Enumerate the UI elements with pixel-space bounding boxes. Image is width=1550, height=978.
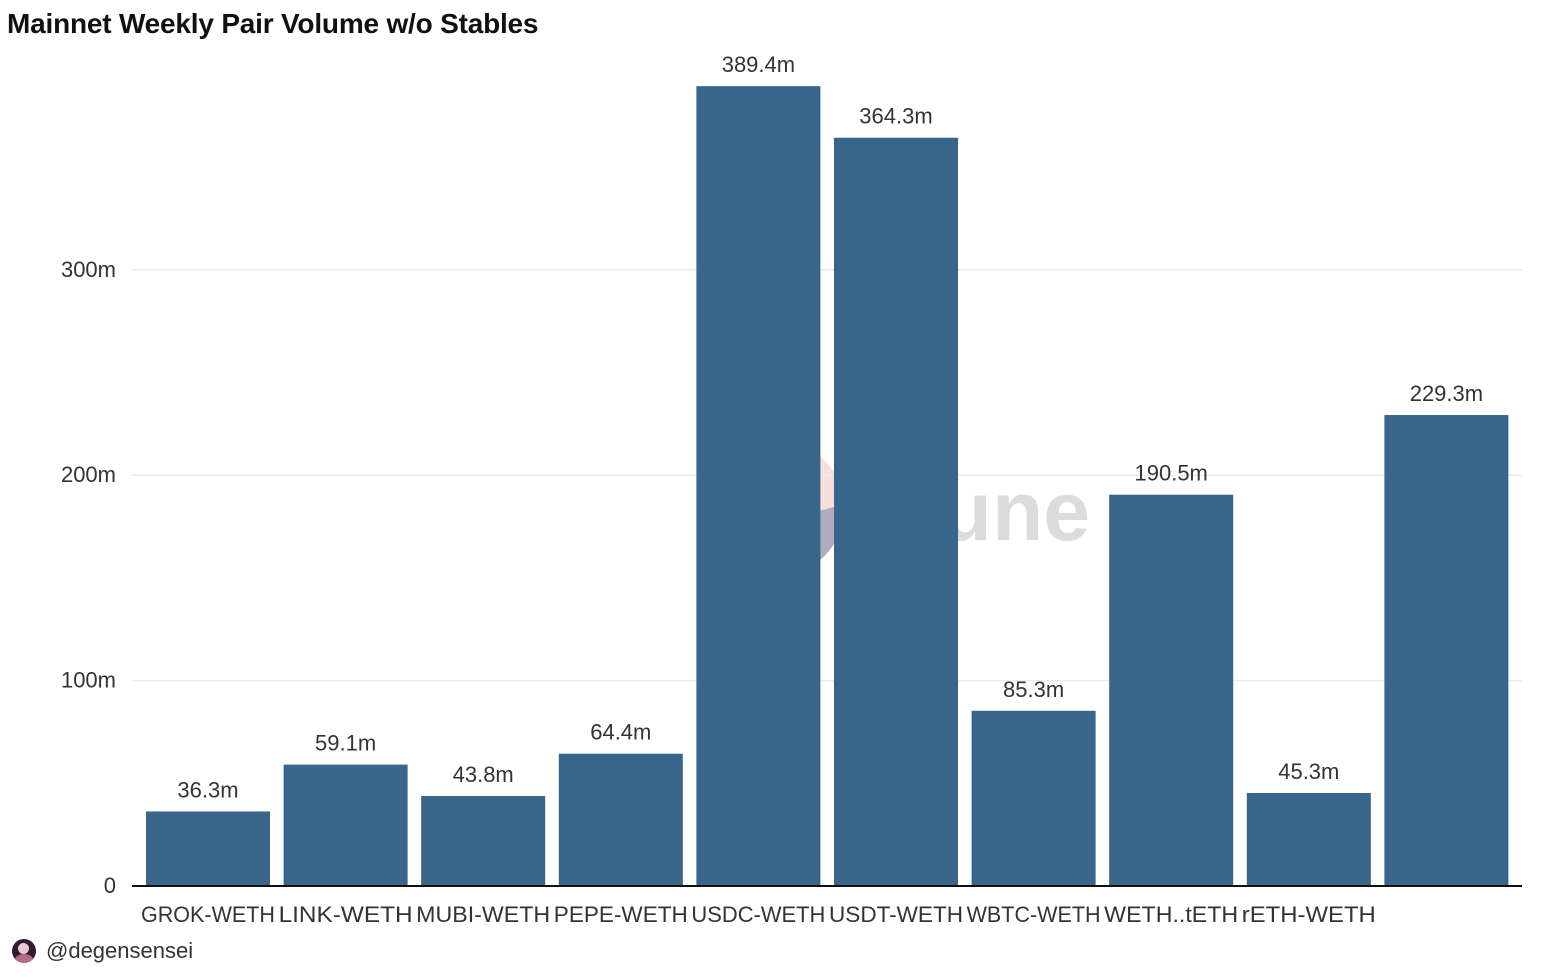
grid-lines [132,269,1522,682]
x-tick-label: USDT-WETH [829,902,963,927]
bar[interactable] [696,86,821,886]
bar-value-label: 36.3m [177,777,238,802]
bar[interactable] [1109,494,1234,886]
bar[interactable] [971,710,1096,886]
bar-value-label: 43.8m [453,762,514,787]
bar-value-label: 364.3m [859,104,932,129]
bar-value-label: 59.1m [315,731,376,756]
bar[interactable] [1384,415,1509,886]
bar-value-label: 45.3m [1278,759,1339,784]
x-tick-label: PEPE-WETH [554,902,688,927]
data-labels: 36.3m 59.1m 43.8m 64.4m 389.4m 364.3m 85.3m 190… [177,52,1483,802]
x-tick-label: rETH-WETH [1242,902,1376,927]
bar-value-label: 85.3m [1003,677,1064,702]
x-tick-label: WBTC-WETH [967,902,1101,927]
bar-value-label: 64.4m [590,720,651,745]
avatar [12,939,36,963]
x-tick-label: USDC-WETH [691,902,825,927]
y-tick-label: 200m [61,462,116,487]
bar[interactable] [1246,792,1371,886]
bar[interactable] [283,764,408,886]
bar[interactable] [421,796,546,886]
x-tick-label: MUBI-WETH [416,902,550,927]
author-footer[interactable]: @degensensei [12,936,193,966]
x-tick-label: GROK-WETH [141,902,275,927]
y-axis-ticks: 0 100m 200m 300m [61,257,116,898]
author-handle: @degensensei [46,938,194,963]
bar-value-label: 389.4m [722,52,795,77]
chart-title: Mainnet Weekly Pair Volume w/o Stables [7,8,539,39]
y-tick-label: 0 [104,873,116,898]
bar[interactable] [834,137,958,887]
bar[interactable] [558,753,683,886]
bars [146,86,1509,887]
x-tick-label: WETH..tETH [1104,902,1238,927]
bar[interactable] [146,811,270,886]
bar-value-label: 229.3m [1410,381,1483,406]
y-tick-label: 100m [61,668,116,693]
bar-value-label: 190.5m [1135,461,1208,486]
x-axis-ticks: GROK-WETH LINK-WETH MUBI-WETH PEPE-WETH USDC… [141,902,1376,927]
y-tick-label: 300m [61,257,116,282]
x-tick-label: LINK-WETH [279,902,413,927]
